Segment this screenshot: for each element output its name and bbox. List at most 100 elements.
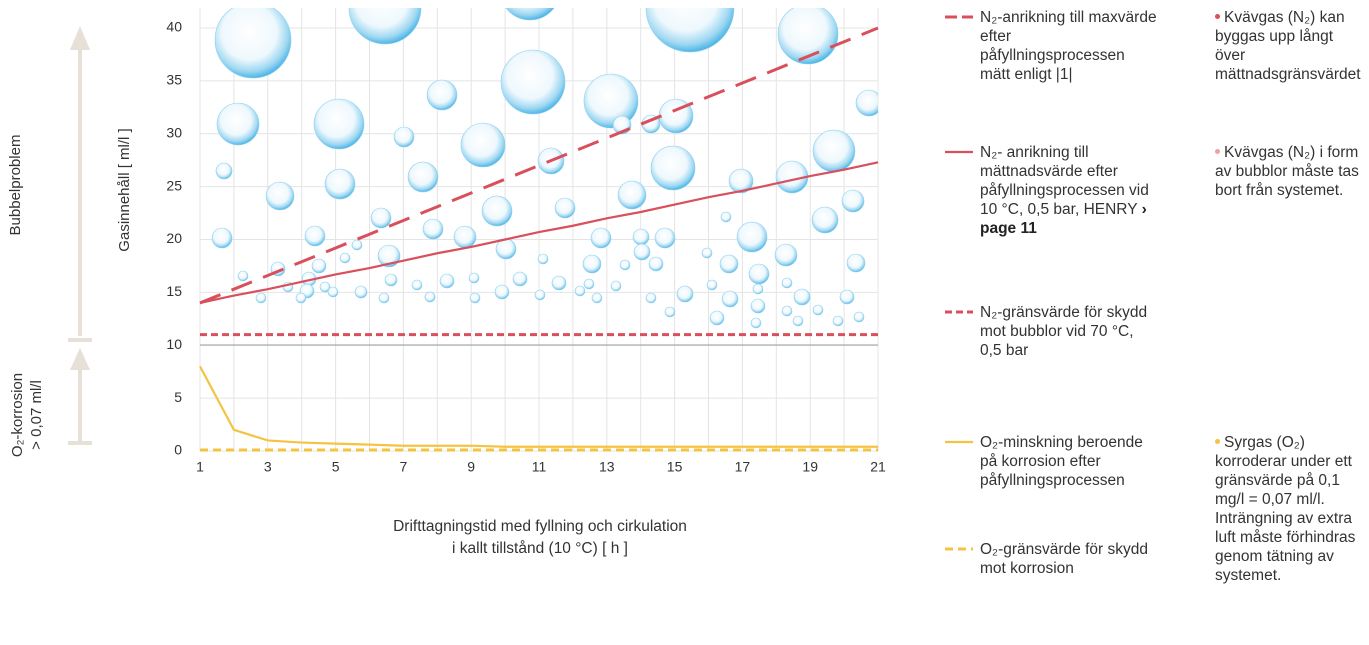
y-tick-label: 10 [166, 336, 182, 352]
bubble [216, 102, 260, 146]
bubble [709, 310, 725, 326]
legend-entry: O₂-gränsvärde för skydd mot korrosion [980, 540, 1158, 578]
bubble [354, 285, 368, 299]
x-tick-label: 21 [870, 459, 886, 475]
bubble [736, 221, 768, 253]
bubble [211, 227, 233, 249]
bubble [537, 253, 549, 265]
legend-entry: N₂-gränsvärde för skydd mot bubblor vid … [980, 303, 1158, 360]
bubble [583, 278, 595, 290]
bubble [319, 281, 331, 293]
legend-entry: N₂- anrikning till mättnadsvärde efter p… [980, 143, 1158, 238]
bubble [214, 8, 292, 79]
bubble [215, 162, 233, 180]
bubble [422, 218, 444, 240]
bubble [494, 284, 510, 300]
legend-swatch [945, 440, 973, 444]
x-tick-label: 15 [667, 459, 683, 475]
data-line [199, 161, 879, 305]
bubble [407, 161, 439, 193]
bubble [554, 197, 576, 219]
x-tick-label: 9 [467, 459, 475, 475]
bubble [304, 225, 326, 247]
bubble [619, 259, 631, 271]
bubble [645, 292, 657, 304]
data-line [199, 26, 879, 305]
side-label: > 0,07 ml/l [28, 380, 45, 450]
bubble [632, 228, 650, 246]
bubble [591, 292, 603, 304]
side-label: Bubbelproblem [7, 135, 24, 236]
bubble [324, 168, 356, 200]
bubble [664, 306, 676, 318]
bubble [650, 145, 696, 191]
bubble [748, 263, 770, 285]
y-tick-label: 0 [174, 442, 182, 458]
bubble [460, 122, 506, 168]
bubble [583, 73, 639, 129]
bubble [781, 277, 793, 289]
x-tick-label: 3 [264, 459, 272, 475]
legend-swatch [945, 15, 973, 19]
bubble [645, 8, 735, 53]
bubble [750, 317, 762, 329]
y-tick-label: 30 [166, 124, 182, 140]
bubble [439, 273, 455, 289]
bubble [265, 181, 295, 211]
bubble [654, 227, 676, 249]
bubble [774, 243, 798, 267]
page-link[interactable]: › page 11 [980, 201, 1147, 237]
bubble [793, 288, 811, 306]
bubble [424, 291, 436, 303]
bubble [453, 225, 477, 249]
bubble [841, 189, 865, 213]
note-text: Kvävgas (N₂) i form av bubblor måste tas… [1215, 144, 1359, 199]
bubble [610, 280, 622, 292]
note-bullet [1215, 439, 1220, 444]
bubble [721, 290, 739, 308]
bubble [500, 49, 566, 115]
bubble [811, 206, 839, 234]
bubble [551, 275, 567, 291]
bubble [378, 292, 390, 304]
bubble [676, 285, 694, 303]
bubble [855, 89, 878, 117]
bubble [384, 273, 398, 287]
note-text: Syrgas (O₂) korroderar under ett gränsvä… [1215, 434, 1356, 584]
x-tick-label: 13 [599, 459, 615, 475]
side-label: O₂-korrosion [9, 373, 26, 457]
bubble [495, 238, 517, 260]
legend-text: N₂- anrikning till mättnadsvärde efter p… [980, 144, 1149, 218]
bubble [393, 126, 415, 148]
bubble [832, 315, 844, 327]
bubble [339, 252, 351, 264]
note: Kvävgas (N₂) kan byggas upp långt över m… [1215, 8, 1365, 84]
bubbles [211, 8, 878, 329]
bubble [719, 254, 739, 274]
x-tick-label: 1 [196, 459, 204, 475]
bubble [633, 243, 651, 261]
y-tick-label: 15 [166, 283, 182, 299]
bubble [426, 79, 458, 111]
x-tick-label: 17 [735, 459, 751, 475]
bubble [574, 285, 586, 297]
bubble [853, 311, 865, 323]
legend-swatch [945, 150, 973, 154]
bubble [839, 289, 855, 305]
bubble [728, 168, 754, 194]
legend-swatch [945, 310, 973, 314]
y-tick-label: 40 [166, 19, 182, 35]
x-tick-label: 7 [400, 459, 408, 475]
y-tick-label: 20 [166, 230, 182, 246]
legend-text: O₂-minskning beroende på korrosion efter… [980, 434, 1143, 489]
bubble [812, 304, 824, 316]
y-tick-label: 5 [174, 389, 182, 405]
legend-text: N₂-anrikning till maxvärde efter påfylln… [980, 9, 1157, 83]
bubble [720, 211, 732, 223]
bubble [617, 180, 647, 210]
legend-swatch [945, 547, 973, 551]
bubble [468, 272, 480, 284]
x-tick-label: 11 [532, 459, 547, 475]
bubble [750, 298, 766, 314]
